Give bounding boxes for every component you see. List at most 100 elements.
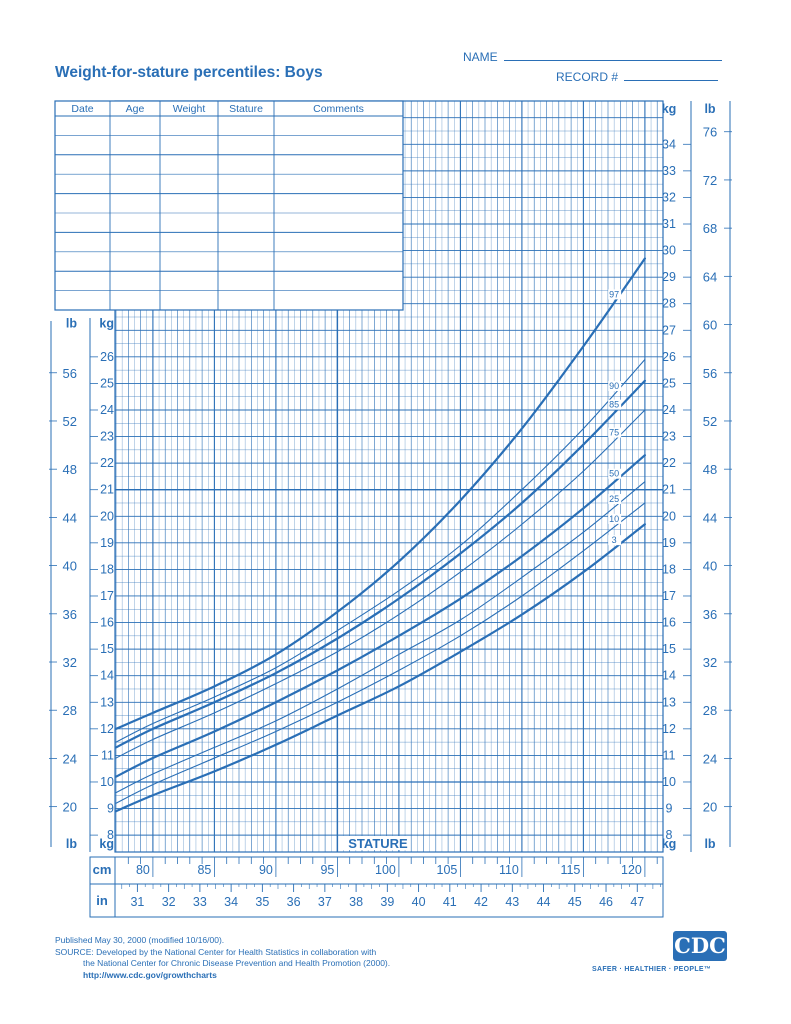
percentile-label-p25: 25 xyxy=(609,494,619,504)
in-tick-label: 34 xyxy=(224,895,238,909)
percentile-label-p85: 85 xyxy=(609,400,619,410)
stature-label-bg xyxy=(340,836,410,850)
kg-tick-label-right: 11 xyxy=(663,748,676,762)
cm-tick-label: 115 xyxy=(560,863,580,877)
cm-unit-label: cm xyxy=(93,862,112,877)
percentile-label-bg xyxy=(608,493,622,504)
x-axis-title: STATURE xyxy=(348,836,408,851)
percentile-label-bg xyxy=(608,535,622,546)
lb-tick-label-right: 56 xyxy=(703,366,717,381)
in-tick-label: 35 xyxy=(255,895,269,909)
in-unit-label: in xyxy=(96,893,108,908)
source-line-1: SOURCE: Developed by the National Center… xyxy=(55,946,377,957)
cdc-logo: CDC xyxy=(673,931,727,961)
kg-tick-label-left: 20 xyxy=(100,509,114,523)
cm-tick-label: 90 xyxy=(259,863,273,877)
kg-tick-label-right: 23 xyxy=(662,430,676,444)
percentile-label-bg xyxy=(608,513,622,524)
percentile-curve-p10 xyxy=(115,502,646,804)
record-table-header-stature: Stature xyxy=(229,103,263,115)
record-table-header-comments: Comments xyxy=(313,103,364,115)
kg-tick-label-right: 20 xyxy=(662,509,676,523)
percentile-label-p3: 3 xyxy=(612,535,617,545)
name-field[interactable]: NAME xyxy=(463,50,722,64)
in-tick-label: 47 xyxy=(630,895,644,909)
lb-tick-label-left: 52 xyxy=(63,414,77,429)
percentile-curve-p75 xyxy=(115,409,646,759)
lb-unit-label-left-top: lb xyxy=(66,316,77,330)
percentile-curves: 97 90 85 75 50 25 10 3 xyxy=(114,257,646,813)
percentile-label-bg xyxy=(608,427,622,438)
name-blank[interactable] xyxy=(503,50,722,61)
kg-tick-label-left: 9 xyxy=(107,802,114,816)
kg-tick-label-right: 9 xyxy=(666,802,673,816)
lb-tick-label-right: 60 xyxy=(703,318,717,333)
lb-tick-label-left: 28 xyxy=(63,703,77,718)
percentile-label-p10: 10 xyxy=(609,514,619,524)
record-table-frame xyxy=(54,100,404,311)
kg-tick-label-right: 16 xyxy=(662,616,676,630)
percentile-curve-p25 xyxy=(115,481,646,794)
kg-tick-label-right: 24 xyxy=(662,403,676,417)
cm-tick-label: 120 xyxy=(621,863,642,877)
lb-unit-label-right-bottom: lb xyxy=(704,837,715,851)
record-label: RECORD # xyxy=(556,70,619,84)
cm-tick-label: 85 xyxy=(197,863,211,877)
lb-tick-label-right: 36 xyxy=(703,607,717,622)
kg-tick-label-left: 16 xyxy=(100,616,114,630)
lb-tick-label-right: 48 xyxy=(703,462,717,477)
kg-tick-label-right: 25 xyxy=(662,376,676,390)
percentile-label-bg xyxy=(608,289,622,300)
percentile-label-bg xyxy=(608,381,622,392)
chart-axes: 8 9 10 11 12 13 14 15 16 17 18 19 20 21 22 23 24 25 26 20 24… xyxy=(49,101,732,918)
cm-tick-label: 105 xyxy=(437,863,458,877)
record-table-header-age: Age xyxy=(126,103,145,115)
lb-tick-label-left: 44 xyxy=(63,510,77,525)
cm-tick-label: 80 xyxy=(136,863,150,877)
cm-tick-label: 95 xyxy=(320,863,334,877)
percentile-label-bg xyxy=(608,399,622,410)
source-url-link[interactable]: http://www.cdc.gov/growthcharts xyxy=(83,969,217,980)
kg-tick-label-left: 14 xyxy=(100,669,114,683)
in-tick-label: 41 xyxy=(443,895,457,909)
lb-tick-label-left: 32 xyxy=(63,655,77,670)
kg-tick-label-left: 22 xyxy=(100,456,114,470)
kg-tick-label-left: 10 xyxy=(100,775,114,789)
cm-tick-label: 100 xyxy=(375,863,396,877)
record-blank[interactable] xyxy=(624,70,719,81)
percentile-label-p90: 90 xyxy=(609,381,619,391)
kg-unit-label-right-bottom: kg xyxy=(662,837,677,851)
kg-tick-label-right: 21 xyxy=(662,483,676,497)
kg-tick-label-right: 27 xyxy=(662,323,676,337)
kg-unit-label-left-top: kg xyxy=(99,316,114,330)
kg-tick-label-right: 17 xyxy=(662,589,676,603)
cdc-tagline: SAFER · HEALTHIER · PEOPLE™ xyxy=(592,966,712,973)
percentile-curve-p3 xyxy=(114,523,646,813)
in-tick-label: 46 xyxy=(599,895,613,909)
lb-unit-label-right-top: lb xyxy=(704,102,715,116)
in-tick-label: 39 xyxy=(380,895,394,909)
percentile-curve-p50 xyxy=(114,454,646,778)
kg-tick-label-left: 12 xyxy=(100,722,114,736)
kg-tick-label-right: 29 xyxy=(662,270,676,284)
lb-tick-label-right: 68 xyxy=(703,221,717,236)
in-tick-label: 33 xyxy=(193,895,207,909)
kg-tick-label-right: 12 xyxy=(662,722,676,736)
kg-tick-label-left: 17 xyxy=(100,589,114,603)
in-tick-label: 36 xyxy=(287,895,301,909)
record-field[interactable]: RECORD # xyxy=(556,70,719,84)
lb-tick-label-right: 64 xyxy=(703,269,717,284)
percentile-label-p97: 97 xyxy=(609,289,619,299)
record-table-header-weight: Weight xyxy=(173,103,206,115)
lb-tick-label-right: 28 xyxy=(703,703,717,718)
kg-tick-label-left: 24 xyxy=(100,403,114,417)
kg-tick-label-right: 19 xyxy=(662,536,676,550)
in-tick-label: 40 xyxy=(412,895,426,909)
in-tick-label: 43 xyxy=(505,895,519,909)
lb-tick-label-right: 24 xyxy=(703,751,717,766)
kg-tick-label-left: 25 xyxy=(100,376,114,390)
percentile-label-p50: 50 xyxy=(609,469,619,479)
kg-tick-label-right: 30 xyxy=(662,244,676,258)
in-tick-label: 38 xyxy=(349,895,363,909)
